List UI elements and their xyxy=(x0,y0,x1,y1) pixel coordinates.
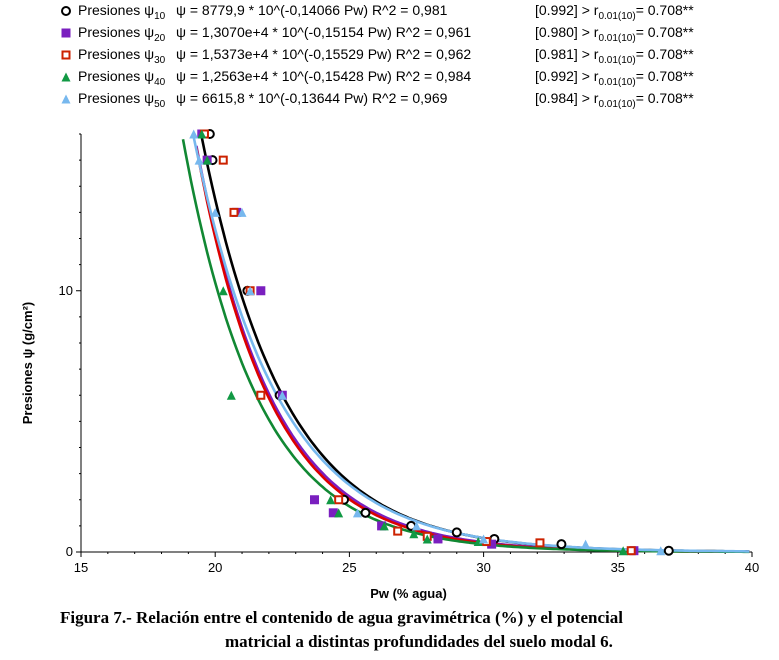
legend-equation: ψ = 8779,9 * 10^(-0,14066 Pw) R^2 = 0,98… xyxy=(176,2,448,18)
legend-series-name: Presiones ψ10 xyxy=(78,2,166,22)
legend-significance: [0.980] > r0.01(10)= 0.708** xyxy=(535,24,694,44)
data-point-30 xyxy=(535,538,545,548)
data-point-40 xyxy=(226,390,236,400)
data-point-20 xyxy=(310,495,320,505)
legend-marker-shape xyxy=(61,28,71,38)
data-point-30 xyxy=(256,390,266,400)
x-axis-title: Pw (% agua) xyxy=(370,586,447,601)
data-point-40 xyxy=(618,546,628,556)
data-point-40 xyxy=(218,286,228,296)
fit-curves xyxy=(181,136,750,554)
data-point-50 xyxy=(237,207,247,217)
y-tick-label: 0 xyxy=(66,544,73,559)
legend-marker-shape xyxy=(61,72,71,82)
data-point-50 xyxy=(210,207,220,217)
data-point-30 xyxy=(334,495,344,505)
fit-curve-20 xyxy=(195,145,750,554)
legend-significance: [0.984] > r0.01(10)= 0.708** xyxy=(535,90,694,110)
legend-series-name: Presiones ψ30 xyxy=(78,46,166,66)
chart-legend: Presiones ψ10 ψ = 8779,9 * 10^(-0,14066 P… xyxy=(0,0,779,115)
legend-marker-30 xyxy=(61,50,71,60)
data-point-10 xyxy=(360,507,371,518)
x-tick-label: 20 xyxy=(208,560,222,575)
legend-marker-shape xyxy=(61,94,71,104)
data-point-10 xyxy=(451,527,462,538)
legend-marker-shape xyxy=(61,50,71,60)
data-point-50 xyxy=(352,508,362,518)
fit-curve-50 xyxy=(192,136,750,553)
caption-line-1: Figura 7.- Relación entre el contenido d… xyxy=(60,608,623,627)
legend-series-name: Presiones ψ40 xyxy=(78,68,166,88)
data-point-30 xyxy=(626,546,636,556)
data-point-50 xyxy=(656,546,666,556)
legend-marker-shape xyxy=(61,6,71,16)
legend-significance: [0.981] > r0.01(10)= 0.708** xyxy=(535,46,694,66)
data-point-50 xyxy=(245,286,255,296)
legend-equation: ψ = 1,2563e+4 * 10^(-0,15428 Pw) R^2 = 0… xyxy=(176,68,472,84)
data-point-50 xyxy=(581,539,591,549)
data-point-50 xyxy=(189,129,199,139)
fit-curve-40 xyxy=(181,139,750,554)
legend-row-20: Presiones ψ20 ψ = 1,3070e+4 * 10^(-0,1515… xyxy=(0,22,779,44)
legend-series-name: Presiones ψ20 xyxy=(78,24,166,44)
data-point-50 xyxy=(194,155,204,165)
legend-row-10: Presiones ψ10 ψ = 8779,9 * 10^(-0,14066 P… xyxy=(0,0,779,22)
y-axis-title: Presiones ψ (g/cm²) xyxy=(20,302,35,425)
data-points xyxy=(189,129,674,556)
caption-line-2: matricial a distintas profundidades del … xyxy=(225,632,613,651)
data-point-50 xyxy=(277,390,287,400)
data-point-20 xyxy=(256,286,266,296)
y-tick-label: 10 xyxy=(59,283,73,298)
data-point-20 xyxy=(433,534,443,544)
legend-row-50: Presiones ψ50 ψ = 6615,8 * 10^(-0,13644 P… xyxy=(0,88,779,110)
legend-significance: [0.992] > r0.01(10)= 0.708** xyxy=(535,68,694,88)
fit-curve-10 xyxy=(200,137,750,553)
data-point-10 xyxy=(556,539,567,550)
chart-axes: 15 20 25 30 35 40 0 10 Pw (% agua) Presiones ψ (g… xyxy=(20,133,759,601)
data-point-30 xyxy=(393,526,403,536)
legend-marker-40 xyxy=(61,72,71,82)
data-point-40 xyxy=(409,529,419,539)
chart-plot: 15 20 25 30 35 40 0 10 Pw (% agua) Presiones ψ (g… xyxy=(20,129,759,601)
data-point-40 xyxy=(422,534,432,544)
data-point-40 xyxy=(379,521,389,531)
legend-marker-50 xyxy=(61,94,71,104)
x-tick-label: 40 xyxy=(745,560,759,575)
fit-curve-30 xyxy=(195,147,750,554)
legend-row-40: Presiones ψ40 ψ = 1,2563e+4 * 10^(-0,1542… xyxy=(0,66,779,88)
data-point-40 xyxy=(473,537,483,547)
data-point-30 xyxy=(218,155,228,165)
legend-series-name: Presiones ψ50 xyxy=(78,90,166,110)
data-point-20 xyxy=(328,508,338,518)
legend-marker-20 xyxy=(61,28,71,38)
data-point-40 xyxy=(326,495,336,505)
data-point-20 xyxy=(487,539,497,549)
legend-row-30: Presiones ψ30 ψ = 1,5373e+4 * 10^(-0,1552… xyxy=(0,44,779,66)
data-point-40 xyxy=(197,129,207,139)
data-point-50 xyxy=(412,521,421,531)
x-tick-label: 25 xyxy=(342,560,356,575)
data-point-40 xyxy=(202,155,212,165)
x-tick-label: 15 xyxy=(74,560,88,575)
x-tick-label: 35 xyxy=(611,560,625,575)
data-point-30 xyxy=(229,207,239,217)
legend-significance: [0.992] > r0.01(10)= 0.708** xyxy=(535,2,694,22)
x-tick-label: 30 xyxy=(476,560,490,575)
data-point-50 xyxy=(479,534,489,544)
data-point-10 xyxy=(663,545,674,556)
legend-marker-10 xyxy=(61,6,71,16)
legend-equation: ψ = 6615,8 * 10^(-0,13644 Pw) R^2 = 0,96… xyxy=(176,90,448,106)
legend-equation: ψ = 1,3070e+4 * 10^(-0,15154 Pw) R^2 = 0… xyxy=(176,24,472,40)
data-point-40 xyxy=(334,508,344,518)
legend-equation: ψ = 1,5373e+4 * 10^(-0,15529 Pw) R^2 = 0… xyxy=(176,46,472,62)
data-point-20 xyxy=(377,521,387,531)
